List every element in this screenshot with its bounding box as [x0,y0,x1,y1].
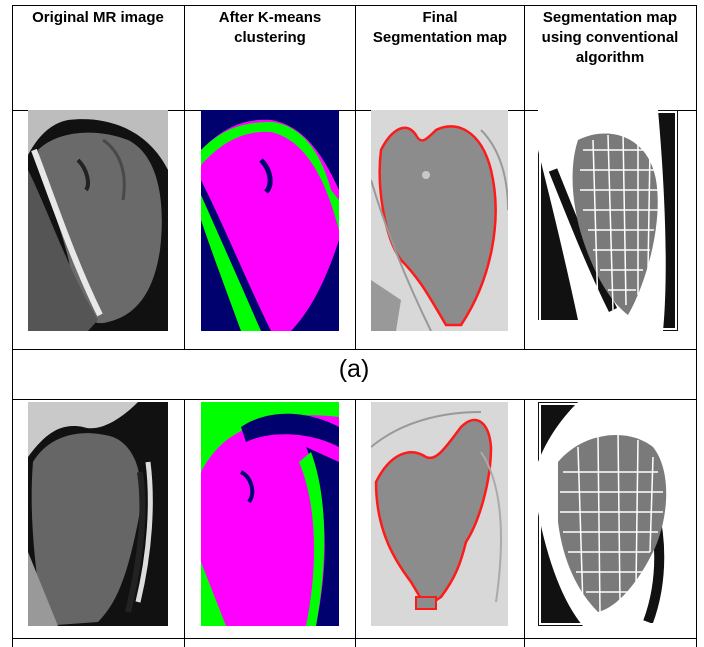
table-border-top [12,5,697,6]
header-kmeans: After K-means clustering [218,9,322,46]
table-row-divider [12,110,697,111]
header-original-mr: Original MR image [32,9,164,26]
table-col-divider [355,5,356,350]
conventional-segmentation-image [538,110,678,331]
table-row-divider [12,399,697,400]
segmentation-map-image [371,402,508,626]
table-col-divider [184,5,185,350]
table-col-divider [524,399,525,647]
header-conventional: Segmentation map using conventional algo… [541,9,679,66]
kmeans-cluster-image [201,110,339,331]
conventional-segmentation-image [538,402,683,626]
table-col-divider [184,399,185,647]
table-col-divider [355,399,356,647]
mri-scan-image [28,402,168,626]
caption-a: (a) [338,355,370,383]
header-final-segmentation: Final Segmentation map [372,9,508,46]
table-row-divider [12,638,697,639]
segmentation-map-image [371,110,508,331]
kmeans-cluster-image [201,402,339,626]
table-border-left [12,5,13,647]
table-row-divider [12,349,697,350]
mri-scan-image [28,110,168,331]
table-border-right [696,5,697,647]
table-col-divider [524,5,525,350]
